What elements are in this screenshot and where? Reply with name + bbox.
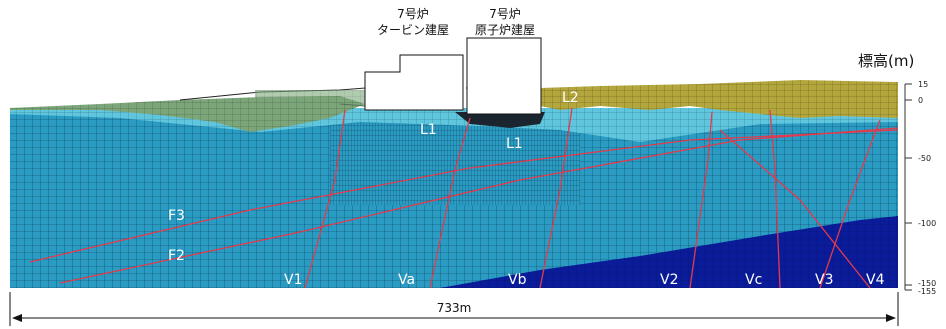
dimension-width-label: 733m	[437, 301, 472, 315]
dimension-arrow-right	[886, 314, 896, 322]
label-Va: Va	[398, 272, 415, 288]
tick-15: 15	[918, 80, 928, 89]
reactor-base-slab	[455, 112, 545, 128]
dimension-arrow-left	[12, 314, 22, 322]
label-Vc: Vc	[745, 272, 762, 288]
reactor-building	[466, 37, 542, 115]
deep-layer	[440, 216, 898, 288]
fault-Vc-line	[769, 109, 781, 289]
elevation-axis-label: 標高(m)	[858, 52, 914, 70]
fault-V2-line	[689, 111, 713, 289]
label-L1-upper: L1	[420, 122, 437, 138]
elevation-ticks	[905, 83, 912, 291]
turbine-label-line2: タービン建屋	[377, 23, 449, 37]
label-Vb: Vb	[508, 272, 527, 288]
fault-V3-line	[819, 119, 881, 289]
turbine-building	[364, 54, 464, 111]
label-V3: V3	[815, 272, 833, 288]
label-F2: F2	[168, 248, 185, 264]
tick-minus-100: -100	[918, 219, 936, 228]
tick-minus-150: -150	[918, 279, 936, 288]
turbine-label-line1: 7号炉	[397, 7, 429, 21]
surface-layer-right	[540, 80, 898, 118]
tick-0: 0	[918, 96, 923, 105]
fault-V1-line	[304, 109, 346, 289]
tick-minus-155: -155	[918, 287, 936, 296]
label-V2: V2	[660, 272, 678, 288]
reactor-label-line2: 原子炉建屋	[475, 23, 535, 37]
fault-Vb-line	[539, 107, 573, 289]
fill-terrain-left	[255, 90, 365, 106]
tick-minus-50: -50	[918, 154, 931, 163]
label-L1-lower: L1	[506, 136, 523, 152]
fault-Va-line	[429, 117, 471, 289]
label-V4: V4	[866, 272, 885, 288]
fault-V4-line	[719, 129, 871, 289]
label-V1: V1	[284, 272, 302, 288]
label-F3: F3	[168, 208, 185, 224]
fault-F2-line	[59, 127, 899, 284]
label-L2: L2	[562, 90, 579, 106]
fault-F3-line	[29, 129, 899, 263]
reactor-label-line1: 7号炉	[489, 7, 521, 21]
fault-lines	[29, 107, 899, 289]
